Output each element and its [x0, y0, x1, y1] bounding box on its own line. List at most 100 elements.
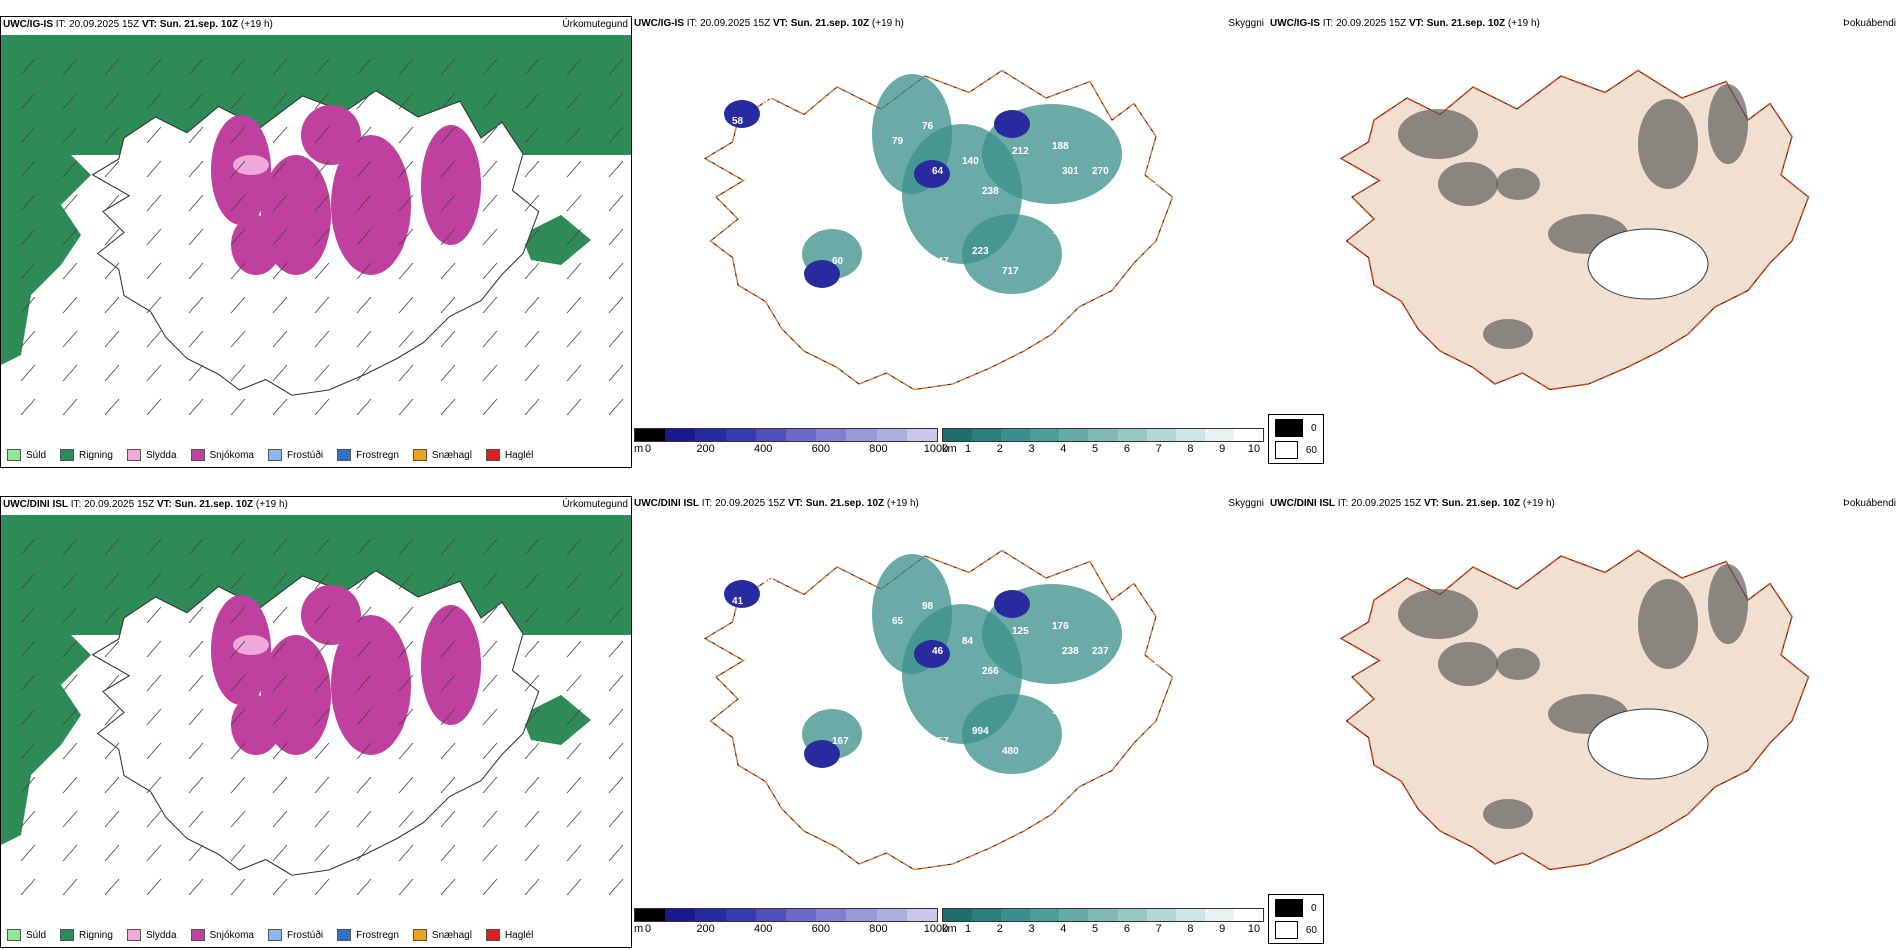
- wind-barb: [230, 58, 246, 76]
- colorbar-tick: 10: [1247, 443, 1261, 455]
- wind-barb: [20, 538, 36, 556]
- wind-barb: [20, 708, 36, 726]
- wind-barb: [146, 194, 162, 212]
- wind-barb: [482, 262, 498, 280]
- low-cloud-area: [914, 160, 950, 188]
- colorbar-tick: 1: [964, 923, 972, 935]
- visibility-value: 72: [1042, 766, 1054, 777]
- visibility-value: 292: [892, 746, 909, 757]
- visibility-value: 79: [892, 136, 904, 147]
- legend-label: Súld: [26, 929, 47, 941]
- wind-barb: [62, 776, 78, 794]
- visibility-value: 84: [902, 796, 914, 807]
- wind-barb: [566, 296, 582, 314]
- wind-barb: [314, 708, 330, 726]
- colorbar-tick: 8: [1187, 443, 1194, 455]
- fog-area: [1638, 99, 1698, 189]
- snow-area: [331, 615, 411, 755]
- legend-label: Frostúði: [286, 449, 324, 461]
- wind-barb: [188, 708, 204, 726]
- wind-barb: [608, 810, 624, 828]
- visibility-value: 994: [972, 726, 989, 737]
- wind-barb: [608, 742, 624, 760]
- panel-title: Skyggni: [1228, 18, 1264, 29]
- wind-barb: [146, 674, 162, 692]
- model-name: UWC/IG-IS: [3, 19, 53, 30]
- wind-barb: [230, 126, 246, 144]
- legend-swatch: [267, 929, 282, 941]
- precip-map: [1, 515, 631, 896]
- wind-barb: [482, 330, 498, 348]
- wind-barb: [20, 126, 36, 144]
- colorbar-cell: [1117, 429, 1147, 441]
- colorbar-unit: m: [634, 443, 644, 455]
- wind-barb: [398, 640, 414, 658]
- legend-swatch: [60, 449, 75, 461]
- wind-barb: [440, 228, 456, 246]
- fog-area: [1438, 642, 1498, 686]
- legend-swatch: [485, 449, 500, 461]
- panel-title: Skyggni: [1228, 498, 1264, 509]
- wind-barb: [608, 606, 624, 624]
- visibility-colorbar: km 1 2 3 4 5 6 7 8 9 10: [942, 428, 1264, 464]
- colorbar-tick: 7: [1155, 443, 1162, 455]
- colorbar-tick: 9: [1219, 923, 1226, 935]
- wind-barb: [482, 126, 498, 144]
- legend-item: Rigning: [60, 449, 113, 461]
- visibility-colorbar: km 1 2 3 4 5 6 7 8 9 10: [942, 908, 1264, 944]
- colorbar-cell: [1146, 429, 1176, 441]
- colorbar-tick: 800: [869, 923, 888, 935]
- wind-barb: [188, 674, 204, 692]
- wind-barb: [524, 262, 540, 280]
- wind-barb: [608, 262, 624, 280]
- wind-barb: [524, 810, 540, 828]
- colorbar-cell: [846, 429, 877, 441]
- wind-barb: [146, 606, 162, 624]
- wind-barb: [20, 92, 36, 110]
- wind-barb: [524, 674, 540, 692]
- legend-label: Slydda: [145, 929, 177, 941]
- fog-legend-swatch: [1275, 441, 1298, 459]
- visibility-value: 167: [832, 736, 849, 747]
- wind-barb: [482, 844, 498, 862]
- wind-barb: [524, 742, 540, 760]
- wind-barb: [482, 878, 498, 896]
- wind-barb: [20, 194, 36, 212]
- wind-barb: [566, 640, 582, 658]
- wind-barb: [20, 398, 36, 416]
- colorbar-cell: [1146, 909, 1176, 921]
- fog-legend-swatch: [1275, 921, 1298, 939]
- wind-barb: [356, 296, 372, 314]
- precip-legend: Súld Rigning Slydda Snjókoma Frostúði Frostre…: [7, 929, 547, 941]
- wind-barb: [608, 640, 624, 658]
- wind-barb: [104, 160, 120, 178]
- wind-barb: [566, 674, 582, 692]
- wind-barb: [314, 742, 330, 760]
- wind-barb: [524, 640, 540, 658]
- snow-area: [231, 695, 281, 755]
- wind-barb: [482, 296, 498, 314]
- wind-barb: [398, 364, 414, 382]
- valid-time-label: VT:: [772, 18, 788, 29]
- model-name: UWC/DINI ISL: [634, 498, 699, 509]
- fog-area: [1483, 319, 1533, 349]
- wind-barb: [356, 160, 372, 178]
- visibility-value: 92: [892, 266, 904, 277]
- wind-barb: [440, 58, 456, 76]
- wind-barb: [398, 92, 414, 110]
- snow-area: [421, 125, 481, 245]
- legend-item: Rigning: [60, 929, 113, 941]
- wind-barb: [104, 58, 120, 76]
- wind-barb: [356, 364, 372, 382]
- visibility-value: 389: [942, 866, 959, 877]
- fog-legend-swatch: [1275, 419, 1303, 437]
- wind-barb: [230, 296, 246, 314]
- colorbar-cell: [816, 909, 847, 921]
- legend-swatch: [190, 929, 205, 941]
- wind-barb: [524, 538, 540, 556]
- legend-swatch: [267, 449, 282, 461]
- wind-barb: [608, 296, 624, 314]
- wind-barb: [440, 398, 456, 416]
- wind-barb: [188, 640, 204, 658]
